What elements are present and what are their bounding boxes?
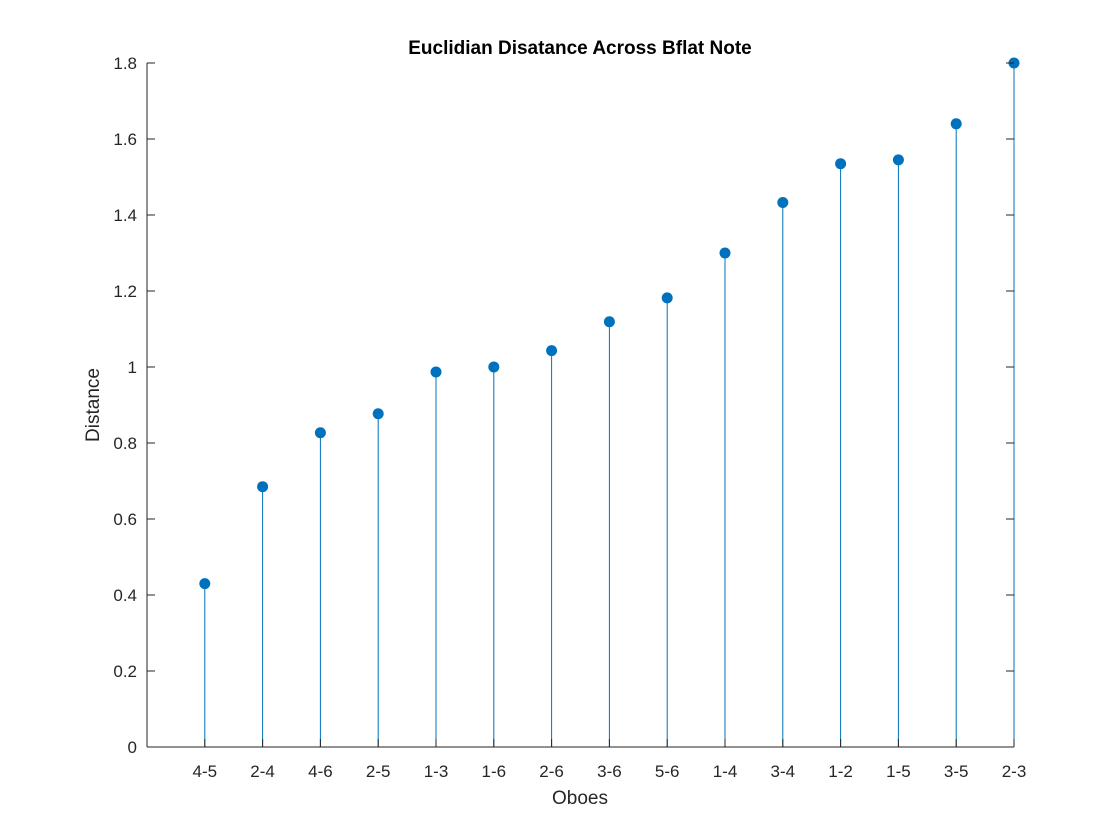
stem-marker: [546, 345, 558, 357]
x-tick-label: 3-4: [771, 762, 796, 781]
x-tick-label: 2-4: [250, 762, 275, 781]
x-tick-label: 1-4: [713, 762, 738, 781]
stem-marker: [892, 154, 904, 166]
stem-marker: [488, 361, 500, 373]
chart-title: Euclidian Disatance Across Bflat Note: [408, 38, 752, 59]
x-tick-label: 2-6: [539, 762, 564, 781]
stem-marker: [372, 408, 384, 420]
stem-marker: [314, 427, 326, 439]
stems-layer: [199, 57, 1020, 747]
x-tick-label: 1-3: [424, 762, 449, 781]
x-axis-label: Oboes: [552, 788, 608, 809]
stem-marker: [430, 366, 442, 378]
x-tick-label: 5-6: [655, 762, 680, 781]
stem-marker: [257, 481, 269, 493]
y-tick-label: 0: [128, 738, 137, 757]
y-tick-label: 0.6: [113, 510, 137, 529]
y-axis-label: Distance: [83, 368, 104, 442]
x-tick-label: 2-3: [1002, 762, 1027, 781]
y-tick-label: 1.6: [113, 130, 137, 149]
stem-marker: [950, 118, 962, 130]
x-tick-label: 4-6: [308, 762, 333, 781]
x-tick-label: 2-5: [366, 762, 391, 781]
y-tick-label: 0.4: [113, 586, 137, 605]
y-tick-label: 1.8: [113, 54, 137, 73]
axes-layer: [146, 63, 1014, 748]
stem-marker: [719, 247, 731, 259]
stem-marker: [835, 158, 847, 170]
x-tick-label: 1-6: [482, 762, 507, 781]
x-tick-label: 1-5: [886, 762, 911, 781]
x-tick-label: 4-5: [193, 762, 218, 781]
y-tick-label: 1: [128, 358, 137, 377]
stem-marker: [603, 316, 615, 328]
x-tick-label: 3-6: [597, 762, 622, 781]
stem-marker: [777, 196, 789, 208]
stem-marker: [661, 292, 673, 304]
y-tick-label: 0.8: [113, 434, 137, 453]
y-tick-label: 1.4: [113, 206, 137, 225]
y-tick-label: 0.2: [113, 662, 137, 681]
x-tick-label: 3-5: [944, 762, 969, 781]
y-tick-label: 1.2: [113, 282, 137, 301]
x-tick-label: 1-2: [828, 762, 853, 781]
stem-marker: [199, 578, 211, 590]
ticks-layer: 0 0.2 0.4 0.6 0.8 1 1.2 1.4 1.6 1.8 4-5 2-4 4-6 2-5 1-…: [113, 54, 1026, 781]
